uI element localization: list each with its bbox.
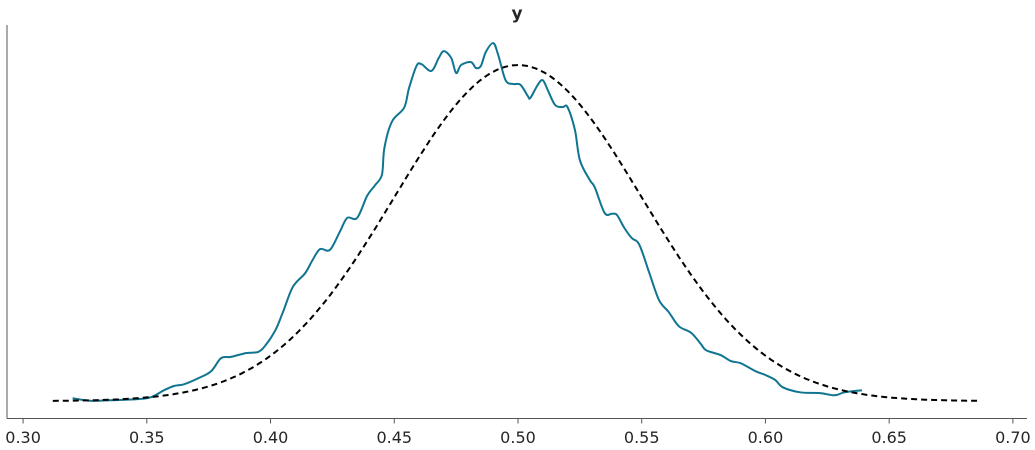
chart-title: y [511, 4, 522, 24]
x-tick-label: 0.45 [376, 428, 412, 447]
x-tick-label: 0.40 [253, 428, 289, 447]
reference-normal-curve [52, 64, 981, 402]
x-tick-label: 0.70 [995, 428, 1031, 447]
x-tick-label: 0.50 [500, 428, 536, 447]
x-tick-label: 0.55 [624, 428, 660, 447]
kde-curve [72, 42, 863, 402]
plot-area [52, 42, 981, 402]
x-tick-label: 0.65 [871, 428, 907, 447]
x-tick-label: 0.35 [129, 428, 165, 447]
x-axis-ticks: 0.30 0.35 0.40 0.45 0.50 0.55 0.60 0.65 0.70 [5, 418, 1031, 447]
x-tick-label: 0.30 [5, 428, 41, 447]
x-tick-label: 0.60 [748, 428, 784, 447]
